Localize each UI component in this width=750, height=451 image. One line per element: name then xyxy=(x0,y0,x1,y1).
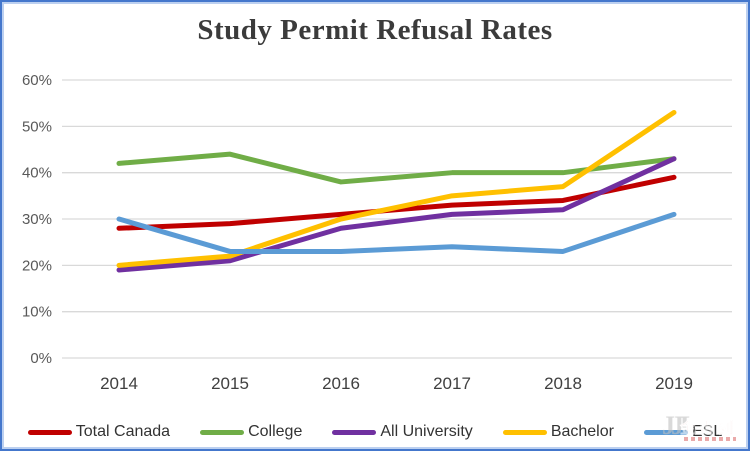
y-tick-label-20: 20% xyxy=(22,257,52,274)
chart-legend: Total Canada College All University Bach… xyxy=(2,423,748,441)
legend-item-esl: ESL xyxy=(643,423,723,441)
legend-label-esl: ESL xyxy=(691,423,723,440)
legend-swatch-bachelor xyxy=(502,429,547,435)
legend-item-college: College xyxy=(200,423,302,441)
series-line-college xyxy=(116,151,677,185)
y-tick-label-50: 50% xyxy=(22,118,52,135)
series-line-all-university xyxy=(116,156,677,273)
x-tick-label-2016: 2016 xyxy=(322,374,360,393)
x-tick-label-2015: 2015 xyxy=(211,374,249,393)
legend-label-all-university: All University xyxy=(380,423,473,440)
legend-label-total-canada: Total Canada xyxy=(75,423,171,440)
x-tick-label-2017: 2017 xyxy=(433,374,471,393)
series-line-bachelor xyxy=(116,109,677,268)
legend-swatch-esl xyxy=(643,429,688,435)
series-line-esl xyxy=(116,211,677,254)
y-tick-label-10: 10% xyxy=(22,304,52,321)
x-tick-label-2018: 2018 xyxy=(544,374,582,393)
chart-title: Study Permit Refusal Rates xyxy=(197,14,553,46)
legend-swatch-total-canada xyxy=(27,429,72,435)
y-tick-label-0: 0% xyxy=(30,350,52,367)
x-tick-label-2014: 2014 xyxy=(100,374,138,393)
legend-item-total-canada: Total Canada xyxy=(27,423,171,441)
legend-label-bachelor: Bachelor xyxy=(550,423,614,440)
legend-item-bachelor: Bachelor xyxy=(502,423,614,441)
legend-item-all-university: All University xyxy=(332,423,473,441)
x-tick-label-2019: 2019 xyxy=(655,374,693,393)
y-tick-label-40: 40% xyxy=(22,165,52,182)
legend-swatch-all-university xyxy=(332,429,377,435)
y-tick-label-60: 60% xyxy=(22,72,52,89)
legend-swatch-college xyxy=(200,429,245,435)
y-tick-label-30: 30% xyxy=(22,211,52,228)
legend-label-college: College xyxy=(248,423,303,440)
